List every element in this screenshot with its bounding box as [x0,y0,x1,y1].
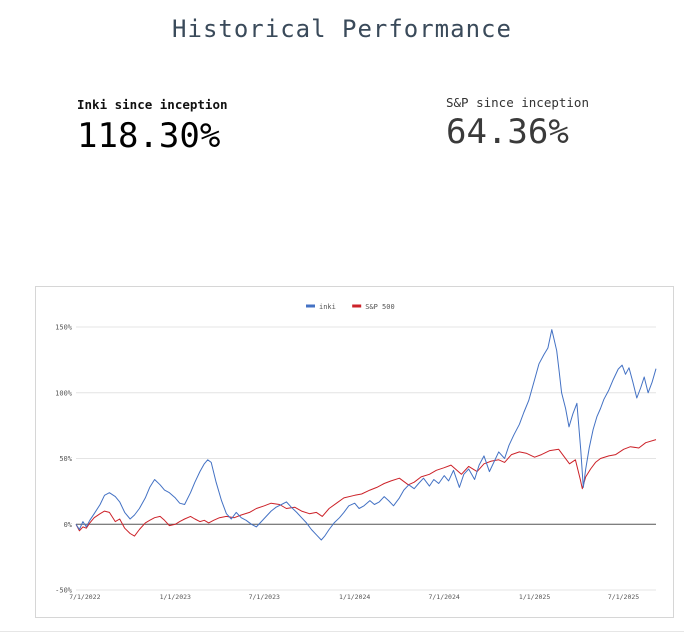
sp-stat: S&P since inception 64.36% [446,95,589,152]
y-tick-label: 50% [59,455,72,463]
series-line-inki [75,329,657,541]
x-tick-label: 7/1/2023 [249,593,280,601]
legend-swatch-inki [306,304,315,308]
series-line-s-p-500 [75,439,657,537]
y-tick-label: -50% [55,587,73,595]
x-tick-label: 7/1/2024 [428,593,459,601]
bottom-divider [0,631,684,632]
x-tick-label: 7/1/2022 [69,593,100,601]
x-tick-label: 1/1/2024 [339,593,370,601]
y-tick-label: 150% [55,324,73,332]
legend-label-inki: inki [319,303,336,311]
page-title: Historical Performance [172,15,512,43]
x-tick-label: 7/1/2025 [608,593,639,601]
y-tick-label: 100% [55,389,73,397]
x-tick-label: 1/1/2025 [519,593,550,601]
inki-stat-value: 118.30% [77,116,221,156]
performance-chart: 150% 100% 50% 0% -50% 7/1/2022 1/1/2023 7/1/202… [35,286,674,618]
performance-chart-svg: 150% 100% 50% 0% -50%7/1/2022 1/1/2023 7/1/202… [55,303,657,601]
legend-label-s-p-500: S&P 500 [365,303,395,311]
x-tick-label: 1/1/2023 [160,593,191,601]
sp-stat-value: 64.36% [446,112,569,152]
legend-swatch-s-p-500 [352,304,362,308]
sp-stat-label: S&P since inception [446,95,589,110]
y-tick-label: 0% [64,521,73,529]
inki-stat: Inki since inception 118.30% [77,97,228,156]
inki-stat-label: Inki since inception [77,97,228,112]
